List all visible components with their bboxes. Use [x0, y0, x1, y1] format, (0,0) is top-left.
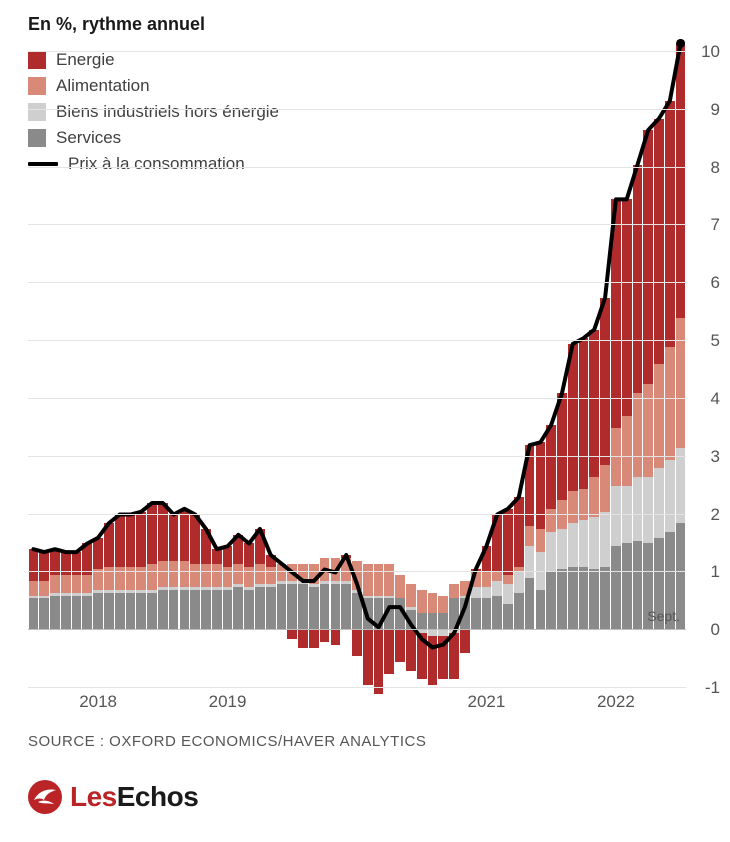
- y-axis-tick: 1: [711, 562, 720, 582]
- chart-gridline: [28, 167, 686, 168]
- chart-title: En %, rythme annuel: [28, 14, 205, 35]
- x-axis-tick: 2018: [79, 692, 117, 712]
- chart-gridline: [28, 109, 686, 110]
- y-axis-tick: 8: [711, 158, 720, 178]
- y-axis-tick: 6: [711, 273, 720, 293]
- y-axis-tick: 7: [711, 215, 720, 235]
- chart-gridline: [28, 514, 686, 515]
- chart-source: SOURCE : OXFORD ECONOMICS/HAVER ANALYTIC…: [28, 733, 426, 750]
- chart-plot-area: -10123456789102018201920212022Sept.: [28, 52, 686, 688]
- chart-gridline: [28, 571, 686, 572]
- y-axis-tick: 5: [711, 331, 720, 351]
- x-axis-tick: 2019: [209, 692, 247, 712]
- y-axis-tick: 4: [711, 389, 720, 409]
- chart-gridline: [28, 340, 686, 341]
- y-axis-tick: 10: [701, 42, 720, 62]
- y-axis-tick: -1: [705, 678, 720, 698]
- chart-gridline: [28, 456, 686, 457]
- publisher-logo: LesEchos: [28, 780, 198, 814]
- y-axis-tick: 9: [711, 100, 720, 120]
- publisher-logo-text: LesEchos: [70, 781, 198, 813]
- chart-gridline: [28, 398, 686, 399]
- publisher-logo-rest: Echos: [117, 781, 199, 812]
- chart-gridline: [28, 224, 686, 225]
- y-axis-tick: 0: [711, 620, 720, 640]
- chart-gridline: [28, 282, 686, 283]
- publisher-logo-mark: [28, 780, 62, 814]
- chart-baseline: [28, 629, 686, 630]
- y-axis-tick: 3: [711, 447, 720, 467]
- x-axis-tick: 2021: [468, 692, 506, 712]
- publisher-logo-prefix: Les: [70, 781, 117, 812]
- chart-gridline: [28, 687, 686, 688]
- y-axis-tick: 2: [711, 505, 720, 525]
- price-line: [28, 52, 686, 688]
- chart-gridline: [28, 51, 686, 52]
- chart-stage: { "title": "En %, rythme annuel", "title…: [0, 0, 730, 842]
- last-bar-label: Sept.: [647, 608, 680, 624]
- x-axis-tick: 2022: [597, 692, 635, 712]
